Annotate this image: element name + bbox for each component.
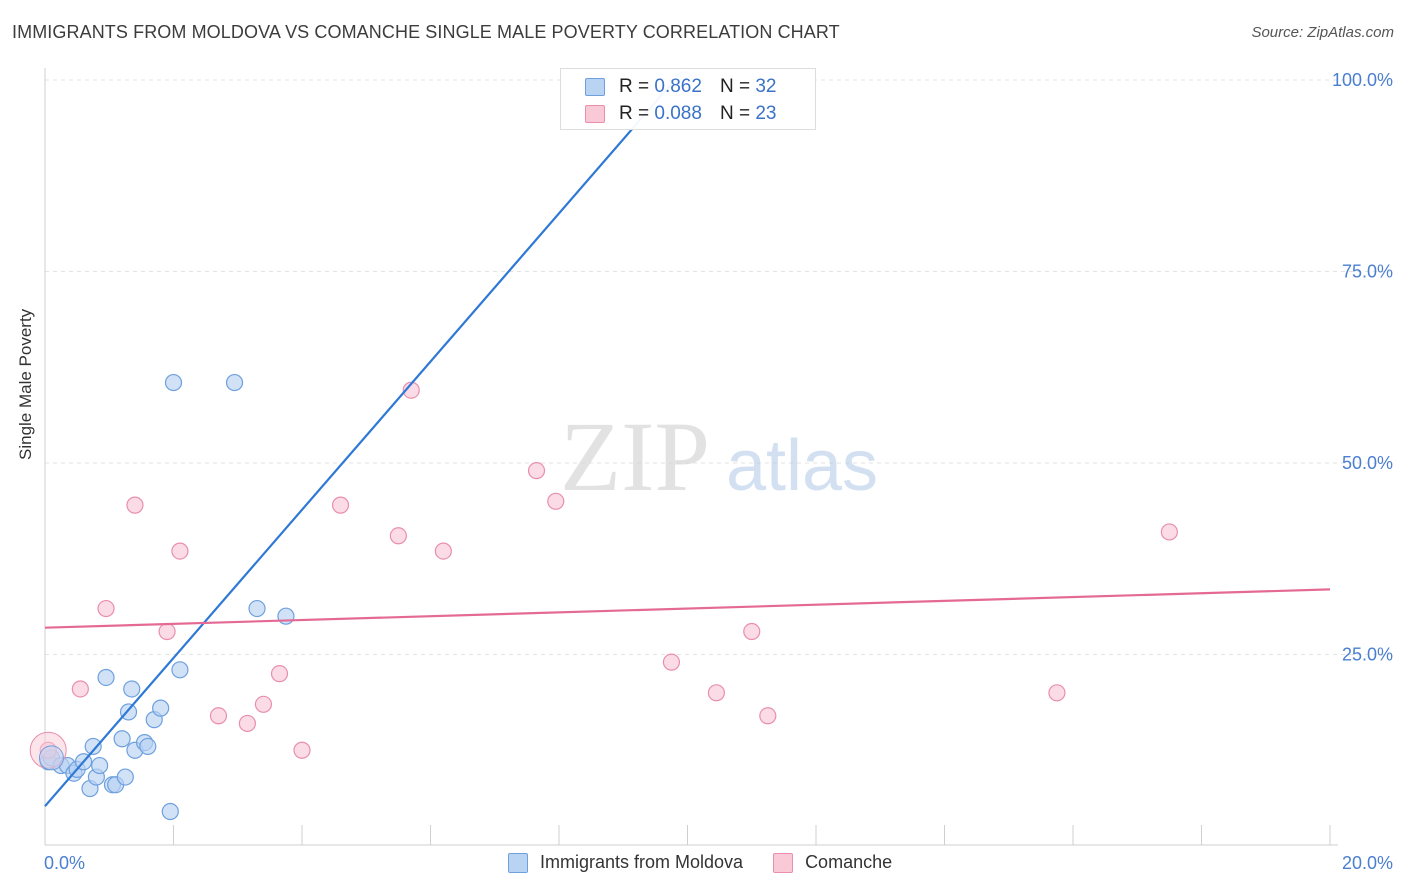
point-comanche — [662, 653, 681, 671]
legend-swatch-comanche — [585, 105, 605, 123]
legend-row-comanche: R = 0.088 N = 23 — [585, 102, 776, 126]
series-legend: Immigrants from Moldova Comanche — [508, 852, 922, 873]
point-moldova — [84, 737, 102, 756]
legend-n-label: N = — [719, 103, 751, 124]
legend-r-label: R = — [619, 76, 650, 97]
legend-item-comanche[interactable]: Comanche — [773, 852, 892, 873]
legend-series-name: Comanche — [805, 852, 893, 872]
legend-n-value: 32 — [755, 76, 777, 97]
point-comanche — [1048, 684, 1066, 702]
legend-swatch-moldova — [508, 852, 528, 873]
point-comanche — [171, 542, 189, 560]
point-comanche — [1160, 523, 1178, 541]
tick-labels: 25.0% 50.0% 75.0% 100.0% 0.0% 20.0% — [44, 70, 1393, 873]
y-axis-label: Single Male Poverty — [16, 308, 35, 460]
x-tick-label: 0.0% — [44, 853, 85, 873]
legend-n-value: 23 — [755, 103, 777, 124]
legend-item-moldova[interactable]: Immigrants from Moldova — [508, 852, 743, 873]
legend-swatch-moldova — [585, 78, 605, 96]
point-moldova — [248, 599, 266, 618]
legend-series-name: Immigrants from Moldova — [540, 852, 744, 872]
point-moldova — [123, 680, 141, 698]
point-comanche — [158, 622, 176, 641]
x-tick-label: 20.0% — [1342, 853, 1393, 873]
point-comanche — [331, 496, 350, 514]
point-moldova — [116, 768, 134, 786]
point-comanche — [71, 680, 89, 698]
point-comanche — [238, 714, 256, 733]
point-moldova — [91, 756, 109, 775]
y-tick-label: 50.0% — [1342, 453, 1393, 473]
point-comanche — [270, 665, 289, 683]
watermark: ZIP atlas — [560, 401, 878, 512]
point-comanche — [547, 492, 565, 510]
point-comanche — [389, 527, 407, 545]
watermark-zip: ZIP — [560, 401, 710, 512]
source-label: Source: ZipAtlas.com — [1251, 24, 1394, 41]
point-comanche — [97, 599, 115, 618]
point-moldova — [161, 802, 179, 821]
point-moldova — [277, 607, 295, 625]
legend-n-label: N = — [719, 76, 751, 97]
y-tick-label: 100.0% — [1332, 70, 1393, 90]
legend-r-value: 0.088 — [654, 103, 702, 124]
point-moldova — [225, 373, 244, 392]
axes — [44, 68, 1338, 846]
legend-row-moldova: R = 0.862 N = 32 — [585, 75, 776, 99]
point-comanche — [293, 741, 311, 759]
point-moldova-large — [38, 745, 64, 771]
point-comanche — [126, 496, 144, 514]
point-moldova — [164, 373, 183, 392]
y-tick-label: 75.0% — [1342, 262, 1393, 282]
trend-lines — [44, 79, 1331, 807]
point-comanche — [254, 695, 273, 713]
point-comanche — [434, 542, 452, 560]
point-comanche — [707, 684, 726, 702]
y-tick-label: 25.0% — [1342, 645, 1393, 665]
point-moldova — [113, 730, 131, 748]
point-comanche — [759, 707, 777, 725]
watermark-atlas: atlas — [726, 426, 878, 506]
legend-r-value: 0.862 — [654, 76, 702, 97]
legend-swatch-comanche — [773, 852, 794, 873]
trend-line-comanche — [44, 588, 1331, 629]
legend-r-label: R = — [619, 103, 650, 124]
point-moldova — [171, 661, 189, 679]
data-points — [29, 71, 1178, 821]
grid — [45, 79, 1390, 655]
trend-line-moldova — [44, 79, 676, 807]
chart-title: IMMIGRANTS FROM MOLDOVA VS COMANCHE SING… — [12, 22, 840, 42]
point-moldova — [139, 737, 157, 756]
point-moldova — [152, 699, 170, 717]
correlation-legend: R = 0.862 N = 32 R = 0.088 N = 23 — [560, 68, 816, 130]
point-comanche — [527, 462, 546, 480]
point-comanche — [743, 622, 761, 641]
point-comanche — [209, 707, 228, 725]
point-moldova — [97, 668, 115, 687]
